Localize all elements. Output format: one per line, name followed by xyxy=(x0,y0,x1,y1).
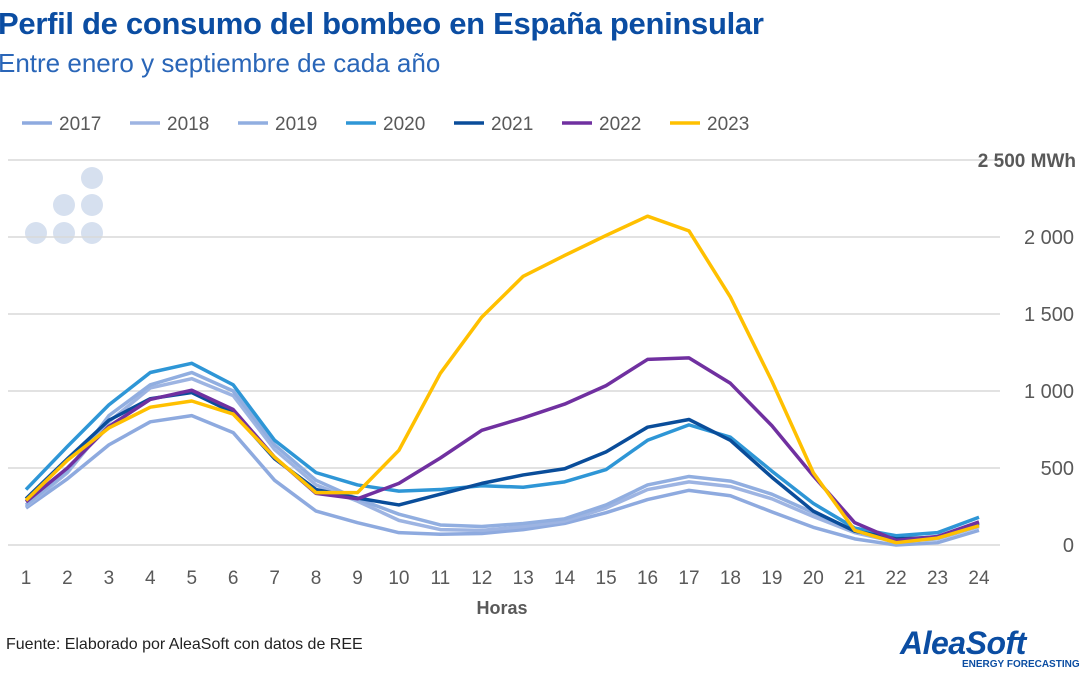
x-tick-label: 16 xyxy=(637,568,658,589)
x-tick-label: 11 xyxy=(430,568,450,589)
x-tick-label: 6 xyxy=(228,568,239,589)
y-tick-label: 0 xyxy=(1063,535,1074,557)
series-line-2017 xyxy=(24,413,980,547)
x-tick-label: 2 xyxy=(62,568,73,589)
x-tick-label: 3 xyxy=(104,568,115,589)
x-tick-label: 8 xyxy=(311,568,322,589)
x-axis-label: Horas xyxy=(476,598,527,618)
x-tick-label: 7 xyxy=(269,568,280,589)
series-line-2018 xyxy=(24,376,980,544)
x-tick-label: 10 xyxy=(388,568,409,589)
x-tick-label: 12 xyxy=(471,568,492,589)
logo-tagline: ENERGY FORECASTING xyxy=(962,659,1080,670)
legend-label: 2022 xyxy=(599,114,641,135)
legend-label: 2020 xyxy=(383,114,425,135)
legend-label: 2019 xyxy=(275,114,317,135)
y-tick-label: 500 xyxy=(1041,458,1074,480)
legend-label: 2023 xyxy=(707,114,749,135)
source-note: Fuente: Elaborado por AleaSoft con datos… xyxy=(6,636,363,653)
x-tick-label: 15 xyxy=(596,568,617,589)
y-tick-label: 2 500 MWh xyxy=(978,151,1076,172)
chart-subtitle: Entre enero y septiembre de cada año xyxy=(0,48,441,78)
series-line-2023 xyxy=(24,214,980,545)
x-tick-label: 17 xyxy=(678,568,699,589)
x-tick-label: 18 xyxy=(720,568,741,589)
logo-wordmark: AleaSoft xyxy=(900,625,1026,661)
legend-label: 2018 xyxy=(167,114,209,135)
x-tick-label: 13 xyxy=(513,568,534,589)
x-tick-label: 21 xyxy=(844,568,865,589)
aleasoft-logo: AleaSoft ENERGY FORECASTING xyxy=(900,625,1080,670)
x-tick-label: 20 xyxy=(803,568,824,589)
legend-label: 2017 xyxy=(59,114,101,135)
x-tick-label: 4 xyxy=(145,568,156,589)
x-tick-label: 14 xyxy=(554,568,576,589)
series-line-2020 xyxy=(24,361,980,538)
chart-title: Perfil de consumo del bombeo en España p… xyxy=(0,6,764,41)
dots-watermark xyxy=(25,167,103,244)
x-tick-label: 22 xyxy=(886,568,907,589)
series-line-2021 xyxy=(24,390,980,541)
x-tick-label: 23 xyxy=(927,568,948,589)
x-tick-label: 24 xyxy=(968,568,990,589)
x-tick-label: 19 xyxy=(761,568,782,589)
y-tick-label: 1 000 xyxy=(1024,381,1074,403)
x-tick-label: 5 xyxy=(186,568,197,589)
y-tick-label: 1 500 xyxy=(1024,304,1074,326)
x-tick-label: 1 xyxy=(21,568,32,589)
y-tick-label: 2 000 xyxy=(1024,227,1074,249)
x-tick-label: 9 xyxy=(352,568,363,589)
legend-label: 2021 xyxy=(491,114,533,135)
